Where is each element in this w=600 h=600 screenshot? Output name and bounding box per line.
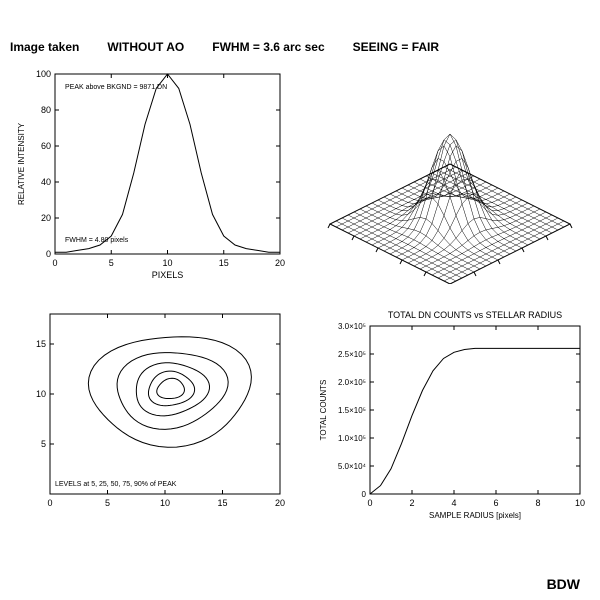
header-seeing: SEEING = FAIR <box>353 40 439 54</box>
contour-panel: 0 5 10 15 20 5 10 15 LEVELS at 5, 25, 50, 75, 90… <box>10 304 290 524</box>
svg-text:0: 0 <box>367 498 372 508</box>
svg-text:80: 80 <box>41 105 51 115</box>
svg-text:0: 0 <box>46 249 51 259</box>
svg-text:FWHM = 4.80 pixels: FWHM = 4.80 pixels <box>65 237 129 244</box>
svg-text:PEAK above BKGND = 9871 DN: PEAK above BKGND = 9871 DN <box>65 84 167 91</box>
svg-text:15: 15 <box>217 498 227 508</box>
svg-text:PIXELS: PIXELS <box>152 270 184 280</box>
svg-text:5.0×10⁴: 5.0×10⁴ <box>338 462 367 471</box>
svg-text:2.5×10⁵: 2.5×10⁵ <box>338 350 366 359</box>
header-left: Image taken <box>10 40 79 54</box>
svg-text:3.0×10⁵: 3.0×10⁵ <box>338 322 366 331</box>
svg-text:6: 6 <box>493 498 498 508</box>
svg-text:60: 60 <box>41 141 51 151</box>
header-mode: WITHOUT AO <box>107 40 184 54</box>
svg-text:2: 2 <box>409 498 414 508</box>
svg-text:5: 5 <box>109 258 114 268</box>
svg-text:8: 8 <box>535 498 540 508</box>
svg-text:15: 15 <box>36 339 46 349</box>
svg-text:0: 0 <box>362 490 367 499</box>
svg-text:20: 20 <box>275 498 285 508</box>
svg-text:5: 5 <box>105 498 110 508</box>
header-bar: Image taken WITHOUT AO FWHM = 3.6 arc se… <box>0 0 600 64</box>
signature: BDW <box>547 576 580 592</box>
surface-panel <box>310 64 590 284</box>
profile-panel: 0 5 10 15 20 0 20 40 60 80 100 PIXELS RELATIVE INTEN… <box>10 64 290 284</box>
svg-text:LEVELS at 5, 25, 50, 75, 90% o: LEVELS at 5, 25, 50, 75, 90% of PEAK <box>55 481 177 488</box>
svg-text:10: 10 <box>575 498 585 508</box>
svg-text:15: 15 <box>219 258 229 268</box>
svg-text:5: 5 <box>41 439 46 449</box>
header-fwhm: FWHM = 3.6 arc sec <box>212 40 324 54</box>
svg-text:20: 20 <box>275 258 285 268</box>
svg-text:100: 100 <box>36 69 51 79</box>
svg-text:RELATIVE INTENSITY: RELATIVE INTENSITY <box>17 122 26 205</box>
svg-text:2.0×10⁵: 2.0×10⁵ <box>338 378 366 387</box>
svg-text:1.5×10⁵: 1.5×10⁵ <box>338 406 366 415</box>
svg-text:40: 40 <box>41 177 51 187</box>
svg-text:TOTAL DN COUNTS vs STELLAR RAD: TOTAL DN COUNTS vs STELLAR RADIUS <box>388 310 562 320</box>
svg-text:10: 10 <box>160 498 170 508</box>
panel-grid: 05101520020406080100PIXELSRELATIVE INTEN… <box>0 64 600 524</box>
svg-text:0: 0 <box>47 498 52 508</box>
svg-text:SAMPLE RADIUS [pixels]: SAMPLE RADIUS [pixels] <box>429 511 521 520</box>
svg-text:4: 4 <box>451 498 456 508</box>
svg-text:20: 20 <box>41 213 51 223</box>
svg-text:TOTAL COUNTS: TOTAL COUNTS <box>319 380 328 441</box>
svg-text:10: 10 <box>162 258 172 268</box>
svg-text:10: 10 <box>36 389 46 399</box>
svg-text:1.0×10⁵: 1.0×10⁵ <box>338 434 366 443</box>
svg-text:0: 0 <box>52 258 57 268</box>
counts-panel: 0 2 4 6 8 10 0 5.0×10⁴ 1.0×10⁵ 1.5×10⁵ 2.0×10⁵ 2.5×… <box>310 304 590 524</box>
